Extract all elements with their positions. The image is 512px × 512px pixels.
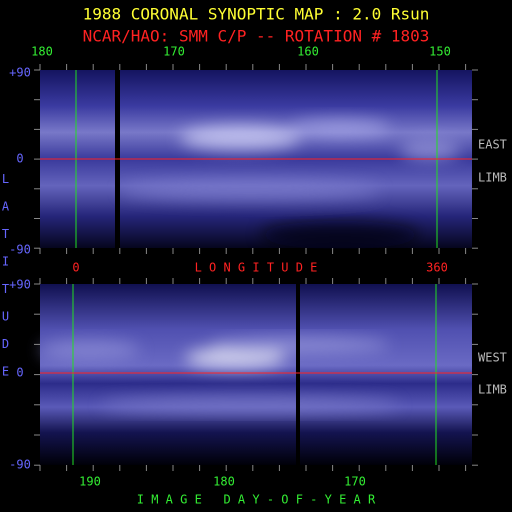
tick-marks [34, 64, 478, 471]
side-label: WEST [478, 351, 507, 365]
title: 1988 CORONAL SYNOPTIC MAP : 2.0 Rsun [83, 5, 430, 24]
lon-tick: 160 [297, 45, 319, 59]
lat-tick: 0 [16, 152, 23, 166]
top-map [40, 70, 472, 249]
day-tick: 190 [79, 475, 101, 489]
lon-start: 0 [72, 261, 79, 275]
lat-title: LATITUDE [0, 172, 13, 392]
lat-tick: -90 [9, 458, 31, 472]
lat-tick: -90 [9, 243, 31, 257]
day-tick: 180 [213, 475, 235, 489]
lon-tick: 180 [31, 45, 53, 59]
subtitle: NCAR/HAO: SMM C/P -- ROTATION # 1803 [83, 27, 430, 46]
day-title: I M A G E D A Y - O F - Y E A R [137, 493, 376, 507]
side-label: LIMB [478, 383, 507, 397]
top-labels: 180 170 160 150 [31, 45, 451, 59]
side-label: LIMB [478, 171, 507, 185]
bottom-map [40, 284, 472, 465]
side-label: EAST [478, 138, 507, 152]
lat-tick: +90 [9, 278, 31, 292]
lat-tick: +90 [9, 66, 31, 80]
lon-title: L O N G I T U D E [195, 261, 318, 275]
lon-tick: 150 [429, 45, 451, 59]
day-tick: 170 [344, 475, 366, 489]
lon-end: 360 [426, 261, 448, 275]
lon-tick: 170 [163, 45, 185, 59]
lat-tick: 0 [16, 366, 23, 380]
